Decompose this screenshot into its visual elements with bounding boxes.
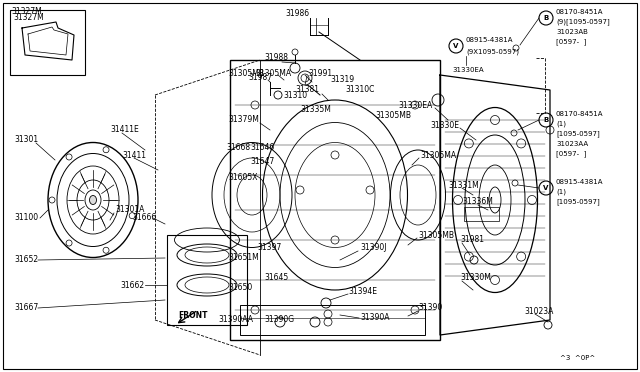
Text: 31330EA: 31330EA <box>398 100 432 109</box>
Text: 31646: 31646 <box>250 144 275 153</box>
Text: (9X1095-0597): (9X1095-0597) <box>466 49 519 55</box>
Text: 31667: 31667 <box>14 304 38 312</box>
Text: 31411E: 31411E <box>110 125 139 135</box>
Text: 31305MB: 31305MB <box>375 110 411 119</box>
Text: 31331M: 31331M <box>448 180 479 189</box>
Text: 31310: 31310 <box>283 92 307 100</box>
Text: 31981: 31981 <box>460 235 484 244</box>
Text: 31390G: 31390G <box>264 315 294 324</box>
Text: (9)[1095-0597]: (9)[1095-0597] <box>556 19 610 25</box>
Text: 31991: 31991 <box>308 70 332 78</box>
Text: 31411: 31411 <box>122 151 146 160</box>
Text: 31305MB: 31305MB <box>418 231 454 240</box>
Text: 31335M: 31335M <box>300 106 331 115</box>
Text: [0597-  ]: [0597- ] <box>556 39 586 45</box>
Text: 31327M: 31327M <box>11 7 42 16</box>
Text: 31023AB: 31023AB <box>556 29 588 35</box>
Text: 31023A: 31023A <box>524 308 554 317</box>
Text: 31651M: 31651M <box>228 253 259 263</box>
Text: 31305MA: 31305MA <box>420 151 456 160</box>
Text: 08170-8451A: 08170-8451A <box>556 111 604 117</box>
Text: 31605X: 31605X <box>228 173 257 183</box>
Text: ^3  ^0P^: ^3 ^0P^ <box>560 355 595 361</box>
Text: [0597-  ]: [0597- ] <box>556 151 586 157</box>
Text: 31397: 31397 <box>257 244 281 253</box>
Text: 31650: 31650 <box>228 283 252 292</box>
Text: 31100: 31100 <box>14 214 38 222</box>
Text: 31986: 31986 <box>285 10 309 19</box>
Text: 31645: 31645 <box>264 273 288 282</box>
Text: B: B <box>543 15 548 21</box>
Text: [1095-0597]: [1095-0597] <box>556 199 600 205</box>
Bar <box>167 235 247 325</box>
Text: 31987: 31987 <box>248 74 272 83</box>
Bar <box>240 305 425 335</box>
Text: 31301A: 31301A <box>115 205 145 215</box>
Text: 31330M: 31330M <box>460 273 491 282</box>
Text: 31668: 31668 <box>226 144 250 153</box>
Bar <box>230 60 440 340</box>
Text: 31390A: 31390A <box>360 314 390 323</box>
Ellipse shape <box>90 196 97 205</box>
Text: 31390J: 31390J <box>360 244 387 253</box>
Text: 31336M: 31336M <box>462 198 493 206</box>
Bar <box>10 10 85 75</box>
Text: 31652: 31652 <box>14 256 38 264</box>
Text: 31394E: 31394E <box>348 288 377 296</box>
Text: 31330E: 31330E <box>430 121 459 129</box>
Text: 31319: 31319 <box>330 76 354 84</box>
Text: [1095-0597]: [1095-0597] <box>556 131 600 137</box>
Text: 31390AA: 31390AA <box>218 315 253 324</box>
Text: V: V <box>453 43 459 49</box>
Text: 31305MB: 31305MB <box>228 68 264 77</box>
Text: 31988: 31988 <box>264 54 288 62</box>
Text: 31310C: 31310C <box>345 86 374 94</box>
Text: FRONT: FRONT <box>178 311 207 321</box>
Text: 31301: 31301 <box>14 135 38 144</box>
Text: 31647: 31647 <box>250 157 275 167</box>
Text: 08915-4381A: 08915-4381A <box>556 179 604 185</box>
Text: 31330EA: 31330EA <box>452 67 484 73</box>
Text: 08170-8451A: 08170-8451A <box>556 9 604 15</box>
Text: (1): (1) <box>556 189 566 195</box>
Bar <box>464 207 499 221</box>
Text: 31381: 31381 <box>295 86 319 94</box>
Text: 31662: 31662 <box>120 280 144 289</box>
Text: 31666: 31666 <box>132 214 156 222</box>
Text: 08915-4381A: 08915-4381A <box>466 37 513 43</box>
Text: 31023AA: 31023AA <box>556 141 588 147</box>
Text: (1): (1) <box>556 121 566 127</box>
Text: B: B <box>543 117 548 123</box>
Text: 31379M: 31379M <box>228 115 259 125</box>
Text: 31327M: 31327M <box>13 13 44 22</box>
Text: V: V <box>543 185 548 191</box>
Text: 31390: 31390 <box>418 304 442 312</box>
Text: 31305MA: 31305MA <box>255 68 291 77</box>
